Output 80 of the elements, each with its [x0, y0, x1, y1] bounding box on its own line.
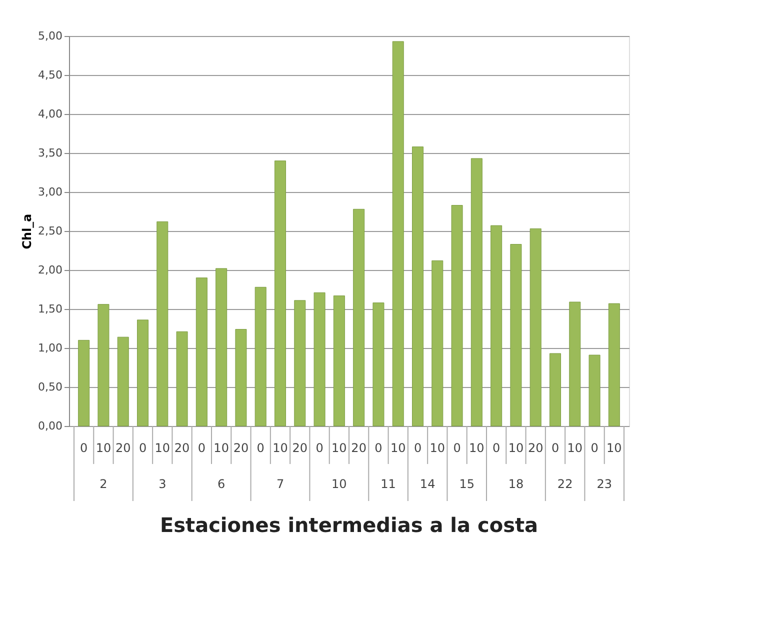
x-tick-label: 10 — [567, 441, 583, 455]
x-axis-title: Estaciones intermedias a la costa — [160, 513, 538, 537]
bar — [216, 268, 228, 426]
x-tick-label: 0 — [590, 441, 598, 455]
x-tick-label: 20 — [292, 441, 308, 455]
y-tick-label: 3,00 — [38, 186, 62, 198]
bar — [530, 228, 542, 426]
x-tick-label: 10 — [390, 441, 406, 455]
bar — [274, 160, 286, 426]
x-tick-label: 10 — [606, 441, 622, 455]
x-tick-label: 0 — [414, 441, 422, 455]
text: 2 — [100, 477, 108, 491]
x-tick-label: 10 — [272, 441, 288, 455]
bar — [78, 340, 90, 426]
bar — [608, 303, 620, 426]
text: 18 — [508, 477, 524, 491]
y-tick-label: 0,50 — [38, 380, 62, 394]
y-tick-label: 5,00 — [38, 30, 62, 42]
bar — [137, 320, 148, 426]
x-tick-label: 20 — [115, 441, 131, 455]
y-tick-label: 1,00 — [38, 342, 62, 354]
bar — [412, 146, 424, 426]
x-tick-label: 0 — [198, 441, 206, 455]
text: 22 — [557, 477, 573, 491]
x-tick-label: 10 — [430, 441, 446, 455]
x-tick-label: 20 — [174, 441, 190, 455]
x-tick-label: 10 — [469, 441, 484, 455]
x-tick-label: 0 — [80, 441, 88, 455]
bar — [294, 300, 306, 426]
text: 6 — [218, 477, 226, 491]
x-tick-label: 0 — [138, 441, 147, 455]
x-tick-label: 0 — [316, 441, 324, 455]
x-tick-label: 0 — [492, 441, 500, 455]
y-tick-label: 0,00 — [38, 420, 62, 432]
bar — [196, 278, 208, 426]
y-tick-label: 2,50 — [38, 224, 62, 238]
y-tick-label: 4,50 — [38, 68, 62, 82]
bar — [588, 354, 600, 426]
x-tick-label: 0 — [453, 441, 461, 455]
y-tick-label: 1,50 — [38, 302, 62, 316]
bar — [470, 158, 482, 426]
text: 15 — [459, 477, 474, 491]
bar — [254, 286, 266, 426]
x-tick-label: 0 — [551, 441, 560, 455]
bar — [392, 41, 404, 426]
x-tick-label: 10 — [154, 441, 170, 455]
y-tick-label: 2,00 — [38, 264, 62, 276]
text: 3 — [158, 477, 166, 491]
bar — [98, 304, 110, 426]
bar — [117, 336, 129, 426]
bar — [490, 225, 502, 426]
bar — [432, 260, 444, 426]
bar — [550, 353, 561, 426]
bar — [235, 329, 247, 426]
text: 10 — [332, 477, 347, 491]
y-axis-title: Chl_a — [20, 214, 34, 250]
bar — [372, 302, 384, 426]
bar — [451, 205, 463, 426]
x-tick-label: 20 — [233, 441, 249, 455]
x-tick-label: 10 — [96, 441, 112, 455]
text: 23 — [596, 477, 612, 491]
x-tick-label: 0 — [256, 441, 264, 455]
bar — [156, 221, 168, 426]
x-tick-label: 20 — [351, 441, 366, 455]
bar — [333, 295, 345, 426]
text: 11 — [380, 477, 396, 491]
bar — [314, 292, 326, 426]
text: 7 — [276, 477, 284, 491]
bar — [569, 302, 581, 426]
bar — [353, 208, 365, 426]
x-tick-label: 0 — [374, 441, 382, 455]
y-tick-label: 4,00 — [38, 108, 62, 120]
x-tick-label: 10 — [214, 441, 229, 455]
text: 14 — [420, 477, 436, 491]
y-tick-label: 3,50 — [38, 146, 62, 160]
bar — [510, 244, 522, 426]
x-tick-label: 10 — [332, 441, 347, 455]
x-tick-label: 20 — [528, 441, 544, 455]
x-tick-label: 10 — [508, 441, 524, 455]
bar — [176, 331, 188, 426]
